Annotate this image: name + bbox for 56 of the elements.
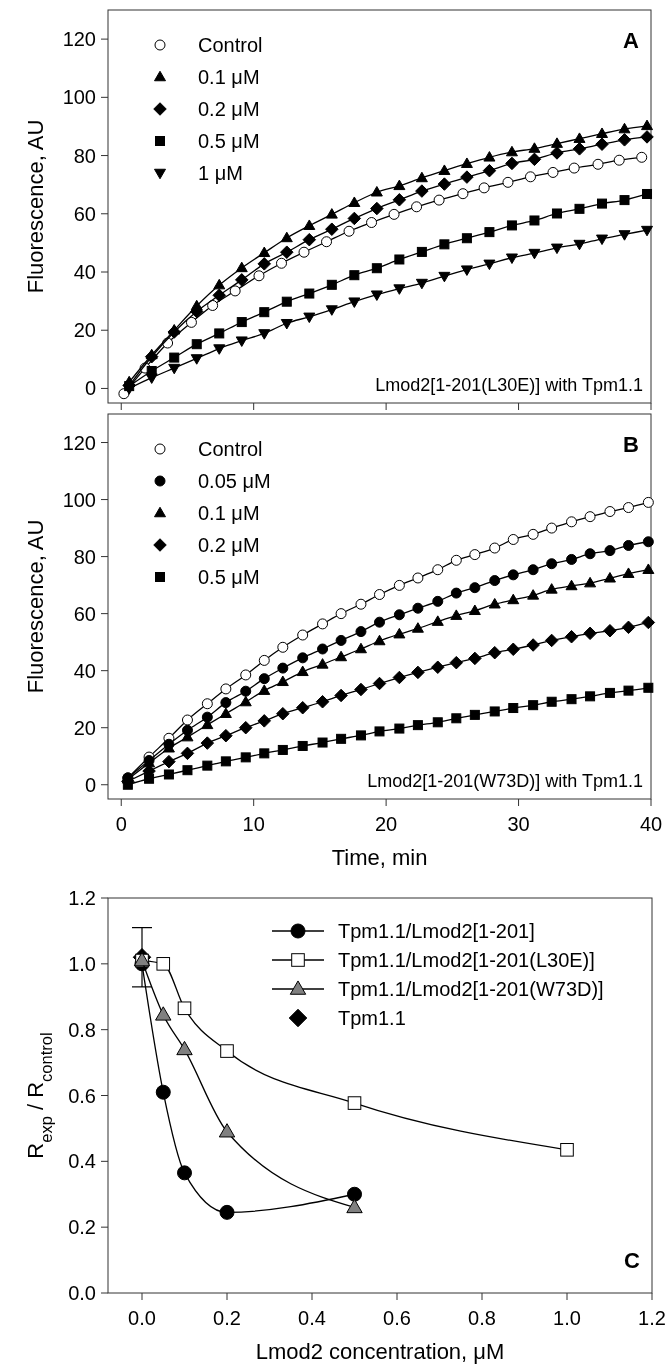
x-tick-label: 1.2 — [638, 1307, 666, 1329]
x-tick-label: 20 — [375, 813, 398, 835]
annotation: Lmod2[1-201(W73D)] with Tpm1.1 — [367, 771, 643, 791]
x-tick-label: 0.6 — [383, 1307, 411, 1329]
y-tick-label: 100 — [62, 86, 96, 109]
legend-label: 1 μM — [198, 162, 243, 184]
legend-label: 0.5 μM — [198, 566, 260, 588]
y-tick-label: 60 — [73, 202, 96, 225]
y-tick-label: 0.2 — [68, 1216, 96, 1239]
legend-label: Control — [198, 34, 263, 56]
legend-label: Control — [198, 438, 263, 460]
x-tick-label: 40 — [639, 813, 663, 835]
y-tick-label: 0.0 — [68, 1282, 96, 1304]
legend-label: 0.2 μM — [198, 534, 260, 556]
annotation: A — [623, 28, 640, 53]
x-tick-label: 0 — [115, 813, 127, 835]
annotation: Lmod2[1-201(L30E)] with Tpm1.1 — [375, 375, 643, 395]
legend-label: Tpm1.1/Lmod2[1-201] — [338, 920, 535, 942]
legend-label: Tpm1.1/Lmod2[1-201(L30E)] — [338, 949, 595, 971]
y-tick-label: 120 — [62, 28, 96, 51]
y-axis-title: Fluorescence, AU — [23, 519, 48, 694]
legend-label: 0.5 μM — [198, 130, 260, 152]
x-tick-label: 10 — [242, 813, 265, 835]
y-tick-label: 40 — [73, 659, 96, 682]
y-tick-label: 0 — [84, 773, 96, 796]
y-tick-label: 1.0 — [68, 952, 96, 975]
y-tick-label: 80 — [73, 545, 96, 568]
legend-label: Tpm1.1 — [338, 1007, 406, 1029]
y-tick-label: 120 — [62, 431, 96, 454]
y-tick-label: 0.8 — [68, 1018, 96, 1041]
legend-label: 0.1 μM — [198, 66, 260, 88]
y-tick-label: 20 — [73, 716, 96, 739]
legend-label: Tpm1.1/Lmod2[1-201(W73D)] — [338, 978, 604, 1000]
x-tick-label: 1.0 — [553, 1307, 581, 1329]
x-axis-title: Lmod2 concentration, μM — [255, 1339, 505, 1364]
y-tick-label: 80 — [73, 144, 96, 167]
y-tick-label: 20 — [73, 319, 96, 342]
x-axis-title: Time, min — [331, 845, 428, 870]
annotation: C — [624, 1248, 641, 1273]
y-tick-label: 1.2 — [68, 887, 96, 909]
y-tick-label: 0 — [84, 377, 96, 400]
x-tick-label: 0.4 — [298, 1307, 326, 1329]
annotation: B — [623, 432, 639, 457]
y-tick-label: 60 — [73, 602, 96, 625]
legend-label: 0.1 μM — [198, 502, 260, 524]
y-tick-label: 0.4 — [68, 1150, 96, 1173]
y-tick-label: 0.6 — [68, 1084, 96, 1107]
legend-label: 0.05 μM — [198, 470, 271, 492]
x-tick-label: 0.2 — [213, 1307, 241, 1329]
y-tick-label: 40 — [73, 261, 96, 283]
y-tick-label: 100 — [62, 488, 96, 511]
x-tick-label: 30 — [507, 813, 530, 835]
x-tick-label: 0.8 — [468, 1307, 496, 1329]
y-axis-title: Fluorescence, AU — [23, 119, 48, 294]
legend-label: 0.2 μM — [198, 98, 260, 120]
x-tick-label: 0.0 — [128, 1307, 156, 1329]
